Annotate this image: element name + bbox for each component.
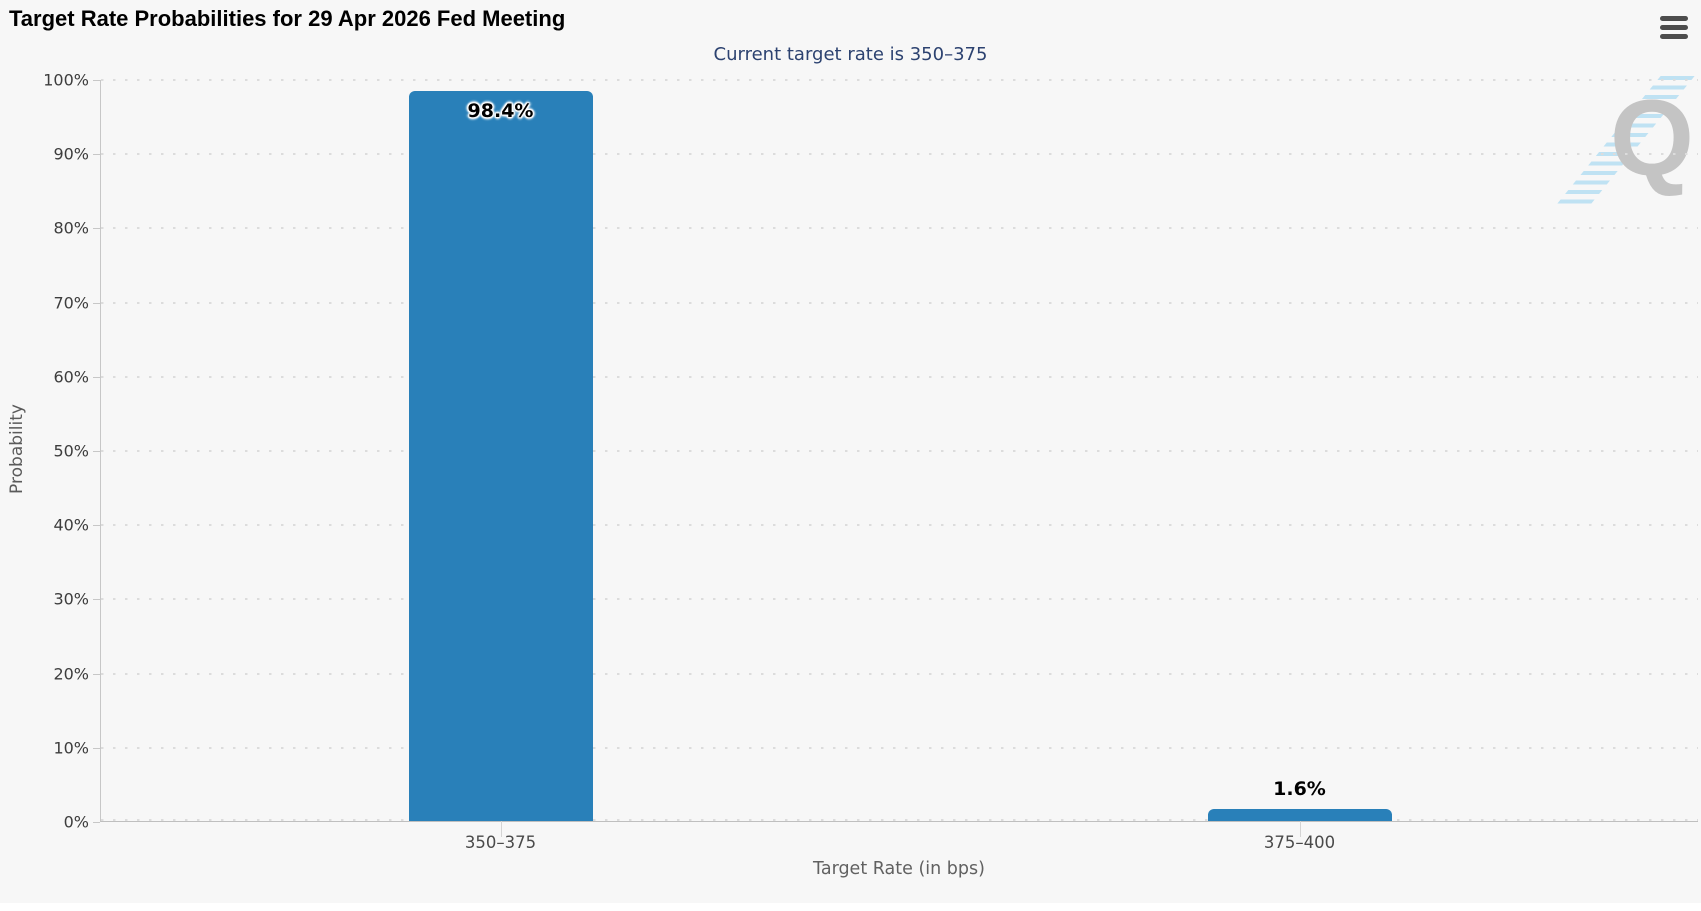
gridline-dotted: [101, 375, 1698, 378]
y-tick-label: 60%: [53, 367, 89, 387]
chart-context-menu-button[interactable]: [1656, 10, 1694, 44]
y-tick-mark: [93, 747, 100, 749]
y-tick-mark: [93, 451, 100, 452]
bar-value-label: 1.6%: [1273, 778, 1326, 801]
y-tick-label: 0%: [63, 812, 89, 832]
probability-bar[interactable]: [1207, 809, 1392, 821]
y-tick-mark: [93, 154, 100, 156]
gridline-dotted: [101, 746, 1698, 749]
probability-bar[interactable]: [408, 90, 593, 821]
x-tick-mark: [1299, 821, 1301, 837]
gridline-dotted: [101, 524, 1698, 527]
chart-subtitle: Current target rate is 350–375: [713, 44, 988, 65]
x-tick-label: 350–375: [464, 833, 537, 852]
y-tick-label: 70%: [53, 293, 89, 313]
gridline-dotted: [101, 301, 1698, 304]
y-tick-mark: [93, 525, 100, 527]
y-tick-label: 80%: [53, 218, 89, 238]
y-tick-mark: [93, 80, 100, 81]
chart-title: Target Rate Probabilities for 29 Apr 202…: [9, 6, 566, 31]
plot-area: 0% 10% 20% 30% 40% 50% 60% 70% 80% 90% 100% 98.4% 35…: [43, 71, 1698, 852]
x-axis-title: Target Rate (in bps): [813, 859, 985, 879]
y-tick-mark: [93, 228, 100, 230]
y-tick-label: 90%: [53, 144, 89, 164]
y-tick-mark: [93, 376, 100, 378]
gridline-dotted: [101, 450, 1698, 452]
y-tick-label: 100%: [43, 70, 89, 90]
gridline-dotted: [101, 79, 1698, 81]
y-tick-label: 30%: [53, 589, 89, 609]
gridline-dotted: [101, 598, 1698, 601]
y-tick-mark: [93, 673, 100, 675]
hamburger-icon: [1660, 15, 1690, 39]
y-tick-mark: [93, 822, 100, 823]
y-tick-mark: [93, 302, 100, 304]
y-tick-mark: [93, 599, 100, 601]
y-tick-label: 50%: [53, 441, 89, 461]
gridline-dotted: [101, 153, 1698, 156]
y-tick-label: 40%: [53, 515, 89, 535]
gridline-dotted: [101, 819, 1698, 821]
bar-value-label: 98.4%: [467, 99, 534, 122]
y-tick-label: 20%: [53, 664, 89, 684]
gridline-dotted: [101, 227, 1698, 230]
gridline-dotted: [101, 672, 1698, 675]
x-tick-mark: [500, 821, 502, 837]
y-tick-label: 10%: [53, 738, 89, 758]
x-tick-label: 375–400: [1263, 833, 1336, 852]
